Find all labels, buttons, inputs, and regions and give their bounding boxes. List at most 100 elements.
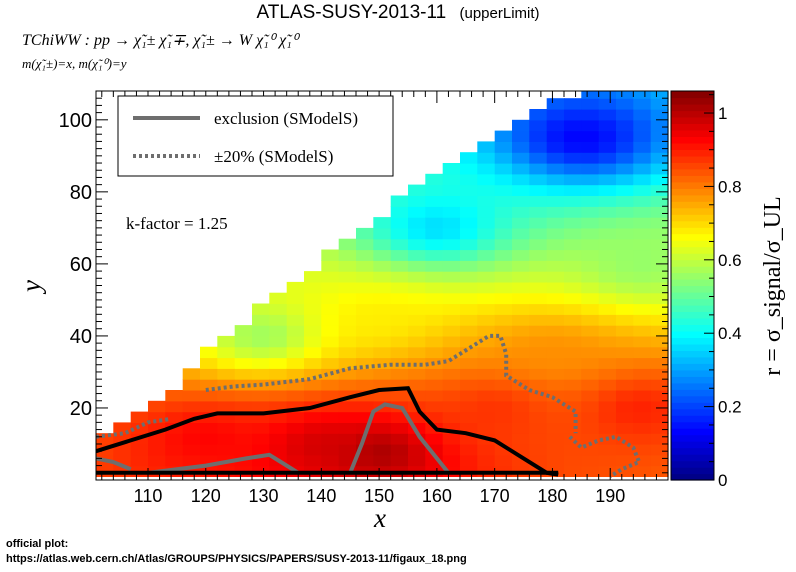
- color-bar-segment: [671, 188, 714, 196]
- heatmap-cell: [598, 173, 617, 186]
- heatmap-cell: [373, 292, 392, 305]
- color-bar-segment: [671, 175, 714, 183]
- y-tick-label: 40: [70, 326, 92, 348]
- heatmap-cell: [373, 260, 392, 272]
- heatmap-cell: [425, 227, 444, 240]
- heatmap-cell: [650, 130, 669, 142]
- heatmap-cell: [321, 346, 340, 359]
- heatmap-cell: [113, 454, 132, 467]
- heatmap-cell: [512, 281, 530, 294]
- heatmap-cell: [598, 119, 617, 132]
- heatmap-cell: [338, 335, 357, 348]
- heatmap-cell: [356, 390, 374, 402]
- heatmap-cell: [338, 368, 357, 380]
- color-bar-segment: [671, 253, 714, 261]
- heatmap-cell: [529, 400, 548, 413]
- heatmap-cell: [442, 260, 461, 272]
- heatmap-cell: [148, 411, 166, 423]
- heatmap-cell: [616, 400, 634, 413]
- heatmap-cell: [477, 206, 496, 218]
- heatmap-cell: [321, 411, 340, 423]
- heatmap-cell: [408, 433, 426, 445]
- heatmap-cell: [442, 325, 461, 337]
- color-bar-segment: [671, 97, 714, 105]
- heatmap-cell: [598, 444, 617, 456]
- x-axis: 110 120 130 140 150 160 170 180 190: [101, 91, 657, 506]
- heatmap-cell: [650, 152, 669, 164]
- chart-canvas: 110 120 130 140 150 160 170 180 190 x 20 40 60 80 100 y…: [16, 90, 786, 533]
- heatmap-cell: [512, 206, 530, 218]
- heatmap-cell: [616, 152, 634, 164]
- heatmap-cell: [650, 314, 669, 326]
- heatmap-cell: [96, 433, 114, 445]
- heatmap-cell: [286, 292, 305, 305]
- heatmap-cell: [252, 314, 270, 326]
- heatmap-cell: [217, 411, 236, 423]
- heatmap-cell: [390, 368, 409, 380]
- heatmap-cell: [564, 335, 582, 348]
- color-bar: 0 0.2 0.4 0.6 0.8 1: [670, 90, 742, 490]
- heatmap-cell: [581, 227, 600, 240]
- color-bar-segment: [671, 317, 714, 325]
- heatmap-cell: [460, 206, 478, 218]
- heatmap-cell: [616, 335, 634, 348]
- heatmap-cell: [598, 260, 617, 272]
- heatmap-cell: [425, 260, 444, 272]
- heatmap-cell: [269, 444, 288, 456]
- heatmap-cell: [338, 433, 357, 445]
- color-bar-segment: [671, 285, 714, 293]
- heatmap-cell: [477, 335, 496, 348]
- heatmap-cell: [477, 163, 496, 175]
- heatmap-cell: [512, 141, 530, 153]
- y-tick-label: 20: [70, 398, 92, 420]
- heatmap-cell: [494, 184, 513, 196]
- heatmap-cell: [564, 444, 582, 456]
- heatmap-cell: [425, 368, 444, 380]
- heatmap-cell: [252, 454, 270, 467]
- heatmap-cell: [546, 141, 565, 153]
- footer-line-1: official plot:: [6, 538, 69, 550]
- heatmap-cell: [564, 163, 582, 175]
- heatmap-cell: [304, 292, 322, 305]
- heatmap-cell: [633, 217, 652, 229]
- contour-line-1: [205, 333, 578, 434]
- color-bar-segment: [671, 201, 714, 209]
- heatmap-cell: [546, 109, 565, 121]
- color-bar-segment: [671, 408, 714, 416]
- heatmap-cell: [390, 217, 409, 229]
- heatmap-cell: [148, 454, 166, 467]
- heatmap-cell: [633, 379, 652, 391]
- heatmap-cell: [546, 206, 565, 218]
- x-axis-label: x: [373, 503, 386, 533]
- heatmap-cell: [650, 91, 669, 99]
- heatmap-cell: [616, 390, 634, 402]
- heatmap-cell: [494, 238, 513, 251]
- heatmap-cell: [165, 411, 184, 423]
- heatmap-cell: [373, 454, 392, 467]
- heatmap-cell: [494, 227, 513, 240]
- heatmap-cell: [286, 454, 305, 467]
- heatmap-cell: [650, 109, 669, 121]
- heatmap-cell: [529, 152, 548, 164]
- heatmap-cell: [633, 141, 652, 153]
- heatmap-cell: [581, 260, 600, 272]
- heatmap-cell: [304, 314, 322, 326]
- heatmap-cell: [460, 260, 478, 272]
- color-bar-segment: [671, 162, 714, 170]
- heatmap-cell: [564, 368, 582, 380]
- heatmap-cell: [494, 303, 513, 315]
- heatmap-cell: [494, 325, 513, 337]
- heatmap-cell: [425, 390, 444, 402]
- color-bar-segment: [671, 324, 714, 332]
- heatmap-cell: [616, 422, 634, 434]
- heatmap-cell: [512, 173, 530, 186]
- color-bar-segment: [671, 246, 714, 254]
- color-bar-label: r = σ_signal/σ_UL: [760, 196, 786, 375]
- heatmap-cell: [200, 390, 218, 402]
- heatmap-cell: [200, 400, 218, 413]
- heatmap-cell: [408, 227, 426, 240]
- heatmap-cell: [512, 390, 530, 402]
- heatmap-cell: [598, 346, 617, 359]
- heatmap-cell: [165, 390, 184, 402]
- heatmap-cell: [581, 314, 600, 326]
